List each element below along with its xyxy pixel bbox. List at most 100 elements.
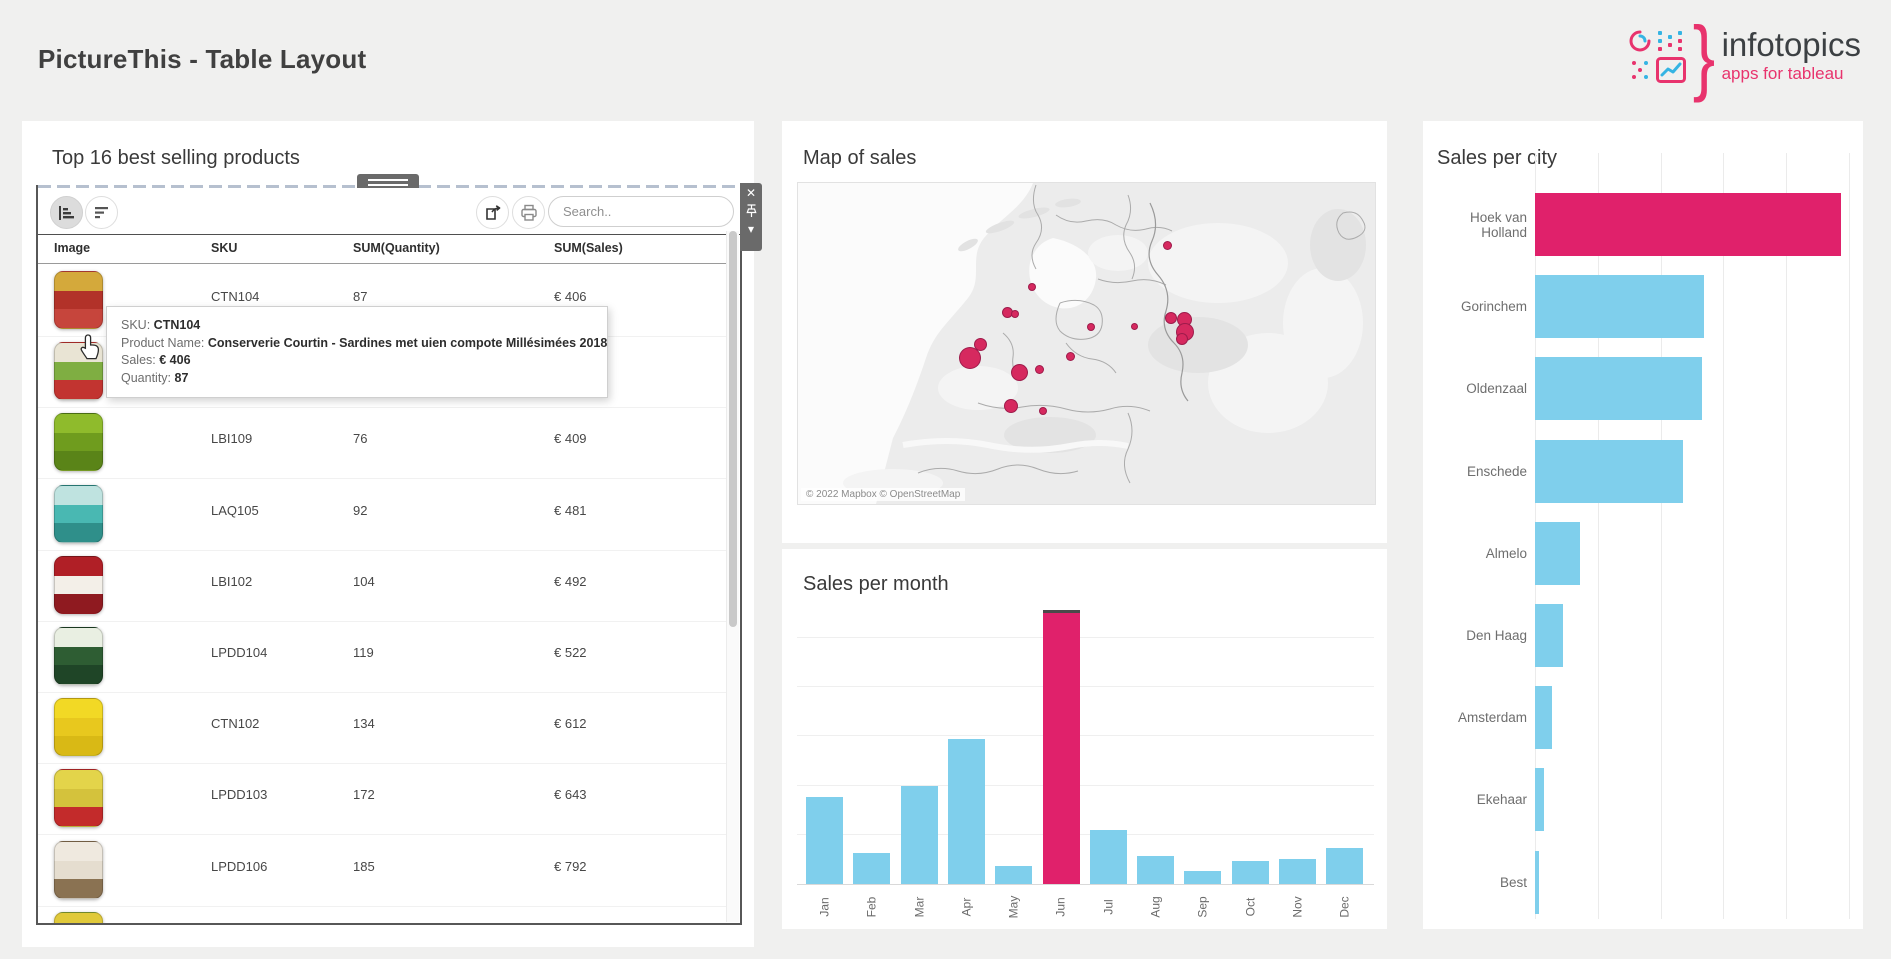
month-bar[interactable]: [806, 797, 843, 884]
city-bar[interactable]: [1535, 275, 1704, 339]
sales-map-dot[interactable]: [1011, 310, 1019, 318]
scrollbar-thumb[interactable]: [729, 231, 737, 627]
sales-map-dot[interactable]: [1065, 351, 1075, 361]
tooltip-quantity-label: Quantity:: [121, 370, 172, 385]
month-label: Oct: [1232, 890, 1269, 924]
cell-quantity: 87: [353, 289, 368, 304]
month-bar[interactable]: [1137, 856, 1175, 884]
month-label: Apr: [948, 890, 985, 924]
month-bar[interactable]: [1326, 848, 1364, 884]
map-canvas[interactable]: © 2022 Mapbox © OpenStreetMap: [797, 182, 1376, 505]
product-tooltip: SKU: CTN104 Product Name: Conserverie Co…: [106, 306, 608, 398]
table-row[interactable]: LBI109 76 € 409: [38, 407, 726, 480]
gridline: [797, 833, 1374, 835]
month-bar[interactable]: [1184, 870, 1222, 884]
sales-map-dot[interactable]: [1034, 364, 1044, 374]
product-tin-image[interactable]: [54, 413, 103, 472]
month-bar[interactable]: [1042, 610, 1080, 884]
widget-drag-handle[interactable]: [357, 174, 419, 191]
product-tin-image[interactable]: [54, 484, 103, 543]
table-row[interactable]: LPDD106 185 € 792: [38, 835, 726, 907]
search-input[interactable]: [548, 196, 734, 227]
month-bar[interactable]: [1279, 859, 1316, 884]
product-tin-image[interactable]: [54, 555, 103, 614]
cities-plot: Hoek van Holland Gorinchem Oldenzaal Ensche…: [1423, 121, 1863, 929]
city-bar[interactable]: [1535, 768, 1544, 832]
gridline: [1660, 153, 1662, 919]
city-label: Hoek van Holland: [1469, 209, 1527, 240]
sales-map-dot[interactable]: [1087, 323, 1095, 331]
city-bar[interactable]: [1535, 521, 1580, 585]
sales-map-dot[interactable]: [973, 337, 987, 351]
tooltip-product-value: Conserverie Courtin - Sardines met uien …: [207, 335, 608, 350]
scatter-icon: [1628, 57, 1652, 83]
month-bar[interactable]: [1089, 830, 1127, 884]
product-tin-image[interactable]: [54, 769, 103, 828]
table-row[interactable]: LBI102 104 € 492: [38, 550, 726, 622]
table-row[interactable]: LPDD103 172 € 643: [38, 763, 726, 836]
pin-icon[interactable]: [745, 204, 757, 218]
sort-descending-button[interactable]: [85, 196, 118, 229]
map-background: [798, 183, 1375, 504]
city-label: Oldenzaal: [1466, 381, 1527, 397]
column-header-image[interactable]: Image: [54, 241, 91, 255]
product-tin-image[interactable]: [54, 342, 103, 401]
column-header-sales[interactable]: SUM(Sales): [554, 241, 623, 255]
export-button[interactable]: [476, 196, 509, 229]
month-label: Mar: [901, 890, 938, 924]
cell-quantity: 172: [353, 787, 375, 803]
sales-map-dot[interactable]: [1028, 283, 1036, 291]
table-row[interactable]: [38, 906, 726, 923]
city-bar[interactable]: [1535, 439, 1683, 503]
product-tin-image[interactable]: [54, 627, 103, 685]
table-row[interactable]: LPDD104 119 € 522: [38, 621, 726, 693]
infotopics-logo: } infotopics apps for tableau: [1628, 14, 1861, 98]
table-row[interactable]: CTN104 87 € 406: [38, 265, 726, 337]
products-title: Top 16 best selling products: [52, 147, 300, 169]
month-bar[interactable]: [947, 739, 985, 884]
months-plot: [797, 607, 1374, 885]
month-bar[interactable]: [1231, 861, 1269, 884]
map-attribution[interactable]: © 2022 Mapbox © OpenStreetMap: [801, 488, 966, 501]
sales-map-dot[interactable]: [1130, 322, 1138, 330]
city-bar[interactable]: [1535, 686, 1553, 750]
table-row[interactable]: CTN102 134 € 612: [38, 692, 726, 765]
cell-sku: LPDD103: [211, 787, 268, 803]
sales-map-dot[interactable]: [1162, 240, 1172, 250]
month-label-text: Jan: [817, 897, 832, 917]
tooltip-sales-label: Sales:: [121, 353, 156, 367]
sales-map-dot[interactable]: [1176, 333, 1188, 345]
close-icon[interactable]: ✕: [745, 186, 757, 200]
sales-map-dot[interactable]: [1039, 407, 1047, 415]
cell-quantity: 185: [353, 858, 375, 874]
logo-brace: }: [1692, 9, 1715, 103]
city-label: Amsterdam: [1457, 710, 1527, 726]
column-header-sku[interactable]: SKU: [211, 241, 238, 255]
cell-sales: € 492: [554, 573, 587, 589]
print-button[interactable]: [512, 196, 545, 229]
column-header-quantity[interactable]: SUM(Quantity): [353, 241, 440, 255]
sales-map-dot[interactable]: [1165, 312, 1177, 324]
product-tin-image[interactable]: [54, 840, 103, 899]
sales-map-dot[interactable]: [1004, 399, 1018, 413]
month-bar[interactable]: [853, 852, 891, 884]
city-bar[interactable]: [1535, 604, 1563, 667]
city-bar[interactable]: [1535, 357, 1703, 421]
sales-map-dot[interactable]: [1010, 363, 1028, 381]
month-label: Sep: [1184, 890, 1221, 924]
product-tin-image[interactable]: [54, 271, 103, 329]
table-row[interactable]: LAQ105 92 € 481: [38, 479, 726, 551]
city-bar[interactable]: [1535, 193, 1842, 256]
month-bar[interactable]: [995, 866, 1033, 884]
month-bar[interactable]: [900, 786, 938, 884]
gridline: [797, 637, 1374, 638]
city-bar[interactable]: [1535, 850, 1539, 914]
product-tin-image[interactable]: [54, 698, 103, 757]
month-label-text: Nov: [1290, 896, 1305, 918]
collapse-toolbar-icon[interactable]: ▾: [747, 222, 755, 236]
product-tin-image[interactable]: [54, 911, 103, 923]
sales-map-dot[interactable]: [959, 347, 981, 369]
dot-grid-icon: [1656, 29, 1686, 53]
month-label-text: Sep: [1195, 896, 1210, 918]
sort-ascending-button[interactable]: [50, 196, 83, 229]
